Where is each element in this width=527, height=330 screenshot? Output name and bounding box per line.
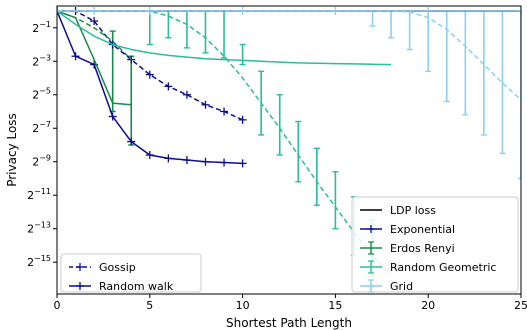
legend-label: LDP loss: [390, 204, 436, 217]
y-axis-label: Privacy Loss: [5, 113, 19, 187]
legend-label: Gossip: [99, 261, 136, 274]
x-tick-label: 15: [328, 299, 342, 312]
legend-label: Grid: [390, 280, 413, 293]
x-tick-label: 10: [236, 299, 250, 312]
legend-label: Exponential: [390, 223, 455, 236]
legend-label: Random Geometric: [390, 261, 496, 274]
legend-lower-right: LDP loss Exponential Erdos Renyi Random Geo…: [351, 196, 519, 293]
y-tick-label: 2−11: [27, 187, 51, 202]
y-tick-label: 2−3: [32, 53, 51, 68]
y-tick-label: 2−5: [32, 87, 51, 102]
error-bar: [239, 43, 246, 66]
error-bar: [295, 120, 302, 183]
error-bar: [313, 147, 320, 206]
series-random-geometric-gossip-line: [57, 10, 392, 277]
x-tick-label: 0: [54, 299, 61, 312]
error-bar: [332, 171, 339, 230]
legends: LDP loss Exponential Erdos Renyi Random Geo…: [60, 196, 519, 293]
plot-area: [57, 7, 521, 277]
y-tick-label: 2−7: [32, 120, 51, 135]
series-erdos-renyi-random-walk-line: [57, 10, 132, 106]
y-tick-label: 2−15: [27, 254, 51, 269]
legend-label: Random walk: [99, 280, 174, 293]
y-tick-label: 2−9: [32, 154, 51, 169]
y-tick-label: 2−13: [27, 221, 51, 236]
legend-box: [351, 196, 519, 293]
y-tick-label: 2−1: [32, 20, 51, 35]
error-bar: [276, 94, 283, 156]
series-exponential-gossip-line: [57, 10, 243, 121]
axes: 0 5 10 15 20 25 2−1 2−3 2−5 2−7 2−9 2−11 2−13 2−15: [27, 20, 527, 312]
x-tick-label: 5: [146, 299, 153, 312]
series-random-geometric-random-walk-line: [57, 10, 392, 66]
legend-box: [60, 253, 202, 293]
plot-area-frame: [56, 5, 522, 295]
x-axis-label: Shortest Path Length: [226, 316, 352, 330]
x-tick-label: 25: [514, 299, 527, 312]
series-grid-gossip-line: [57, 10, 521, 101]
x-tick-label: 20: [421, 299, 435, 312]
series-erdos-renyi-gossip-line: [57, 10, 132, 61]
legend-lower-left: Gossip Random walk: [60, 253, 202, 293]
legend-label: Erdos Renyi: [390, 242, 455, 255]
